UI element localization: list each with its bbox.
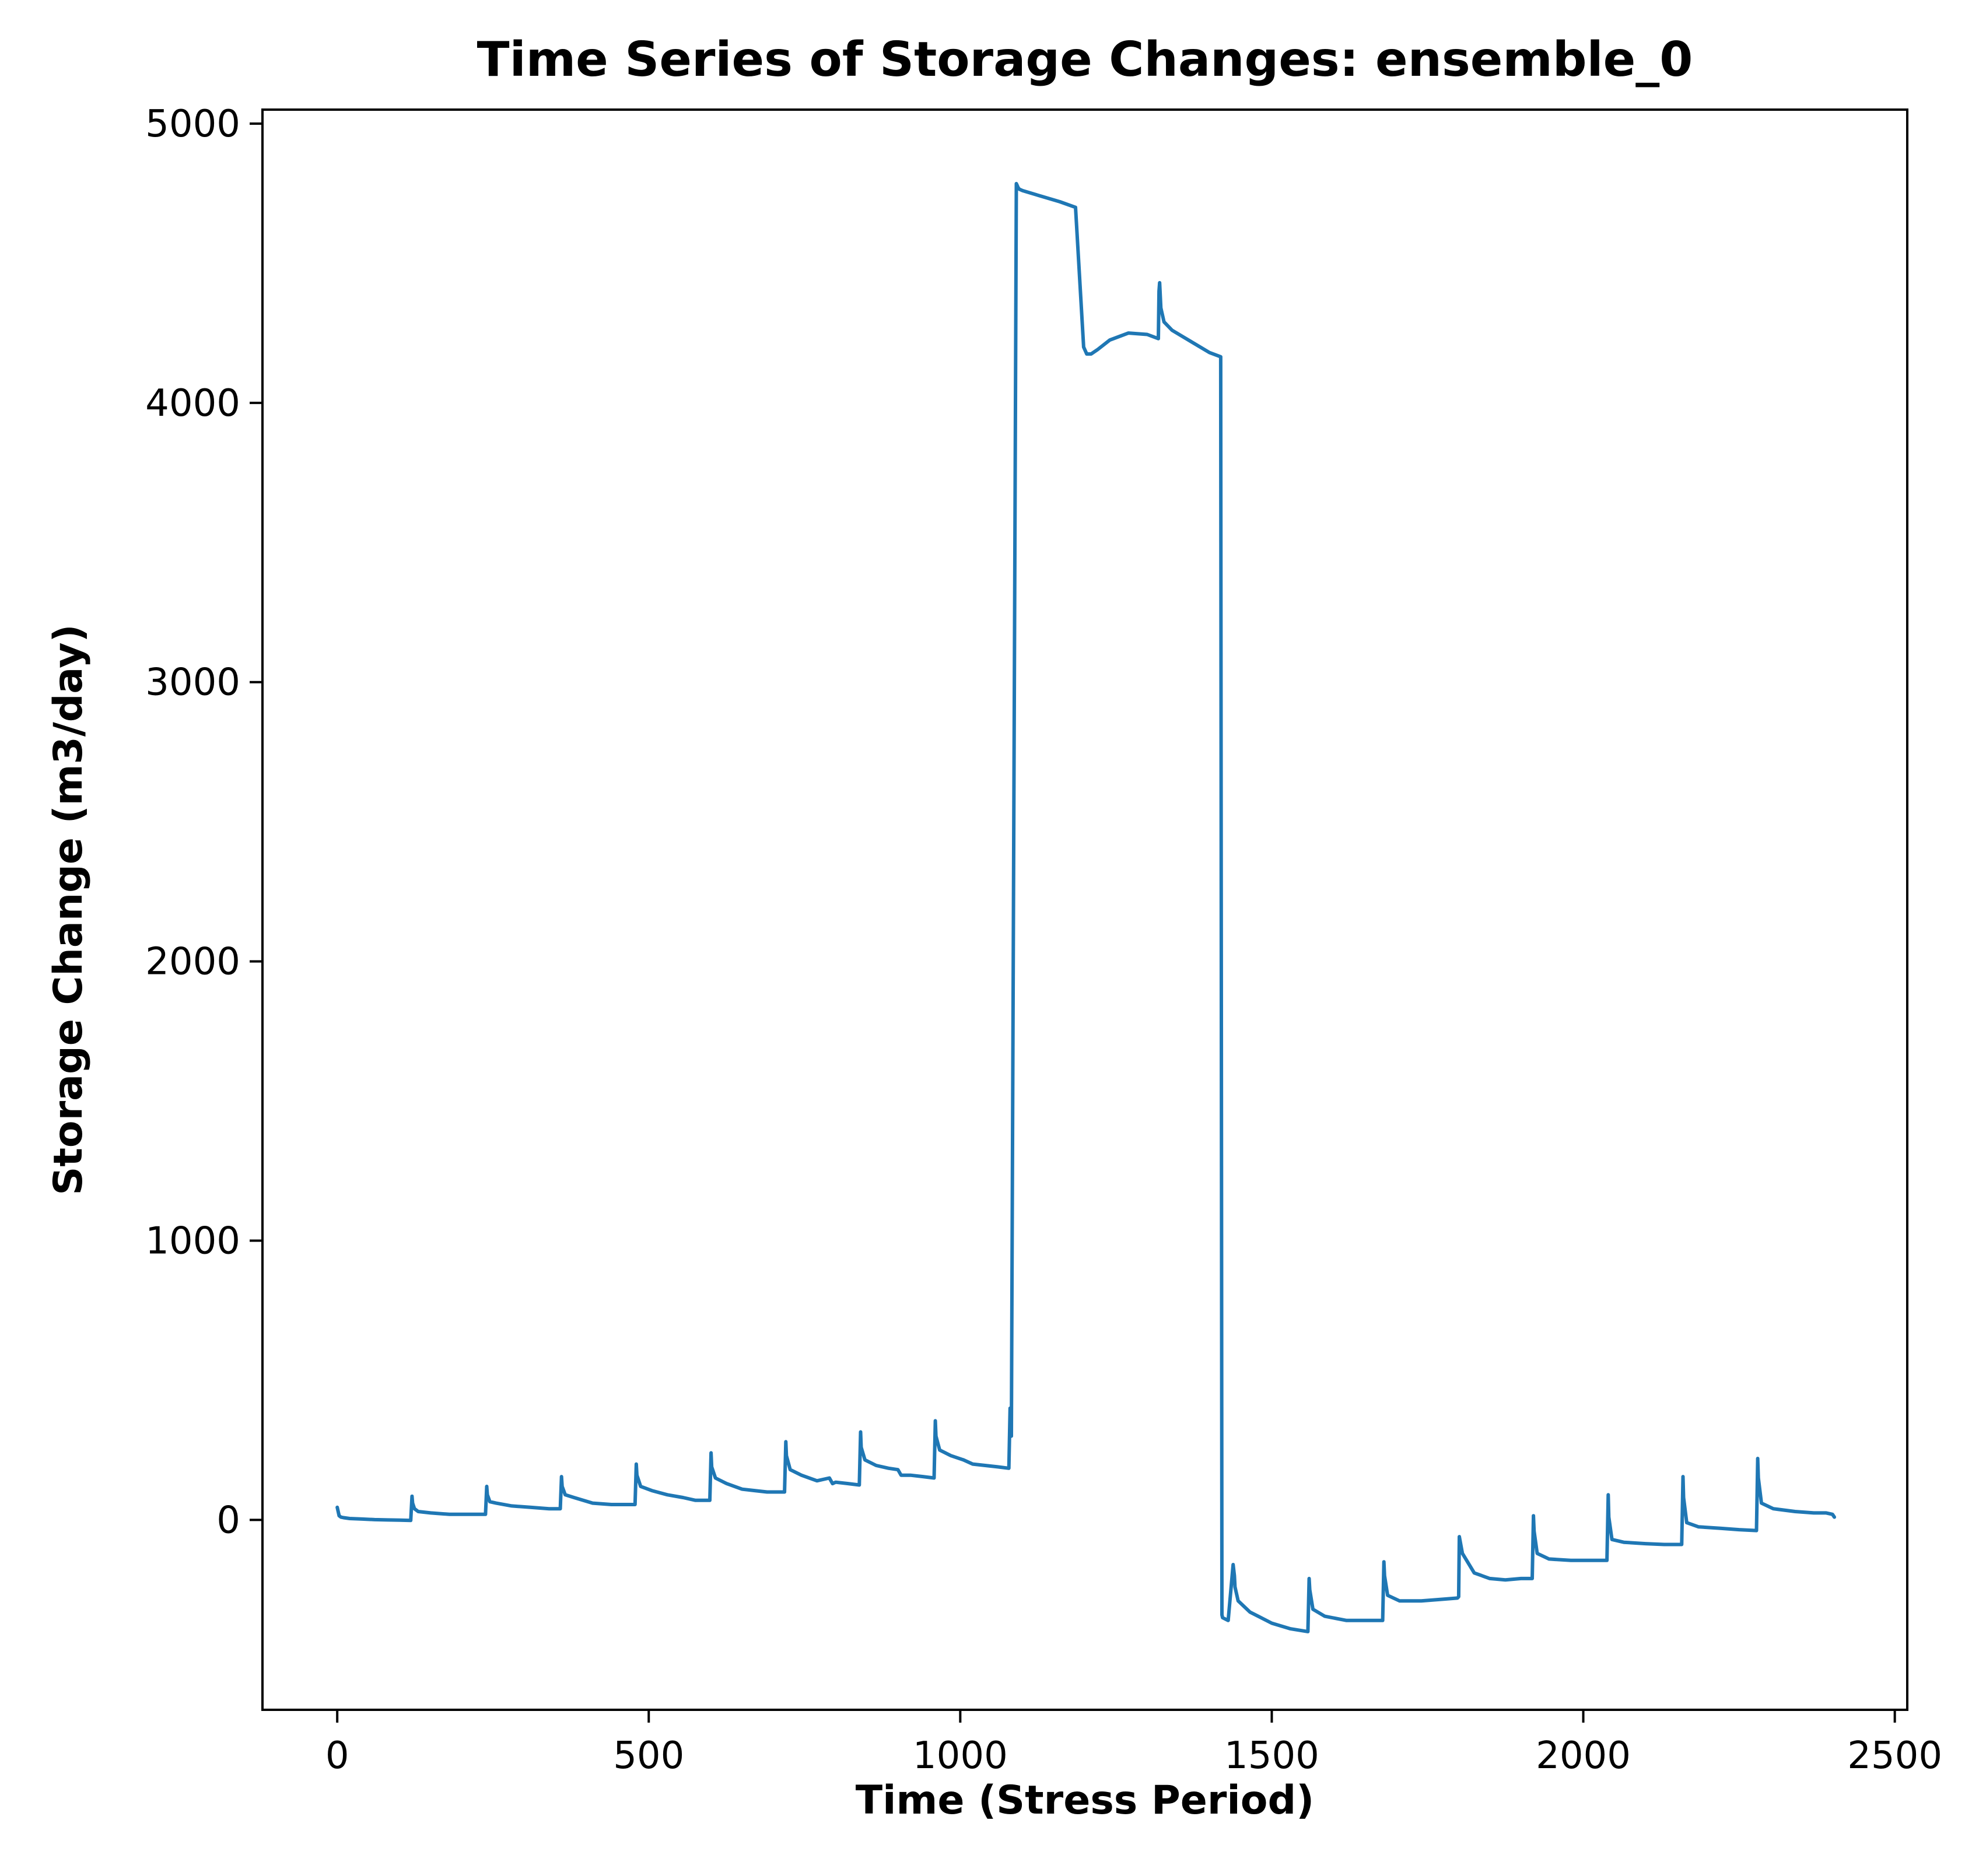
y-tick-label: 0: [216, 1499, 240, 1542]
x-tick-label: 2000: [1536, 1734, 1631, 1777]
series-line-0: [335, 181, 1836, 1633]
y-tick-label: 1000: [145, 1219, 240, 1263]
x-tick-label: 500: [613, 1734, 684, 1777]
y-axis-label: Storage Change (m3/day): [45, 624, 92, 1195]
plot-frame: [261, 108, 1908, 1711]
plot-area: [262, 110, 1907, 1710]
series-layer: [335, 181, 1836, 1633]
chart-title: Time Series of Storage Changes: ensemble…: [477, 32, 1693, 87]
y-tick-label: 4000: [145, 382, 240, 425]
x-tick-label: 1000: [913, 1734, 1008, 1777]
x-axis-label: Time (Stress Period): [856, 1777, 1314, 1824]
y-axis: 0 1000 2000 3000 4000 5000: [145, 103, 262, 1542]
y-tick-label: 3000: [145, 661, 240, 704]
x-tick-label: 0: [325, 1734, 349, 1777]
x-tick-label: 2500: [1847, 1734, 1942, 1777]
y-tick-label: 2000: [145, 941, 240, 984]
x-axis: 0 500 1000 1500 2000 2500: [325, 1710, 1942, 1777]
x-tick-label: 1500: [1224, 1734, 1319, 1777]
y-tick-label: 5000: [145, 103, 240, 146]
